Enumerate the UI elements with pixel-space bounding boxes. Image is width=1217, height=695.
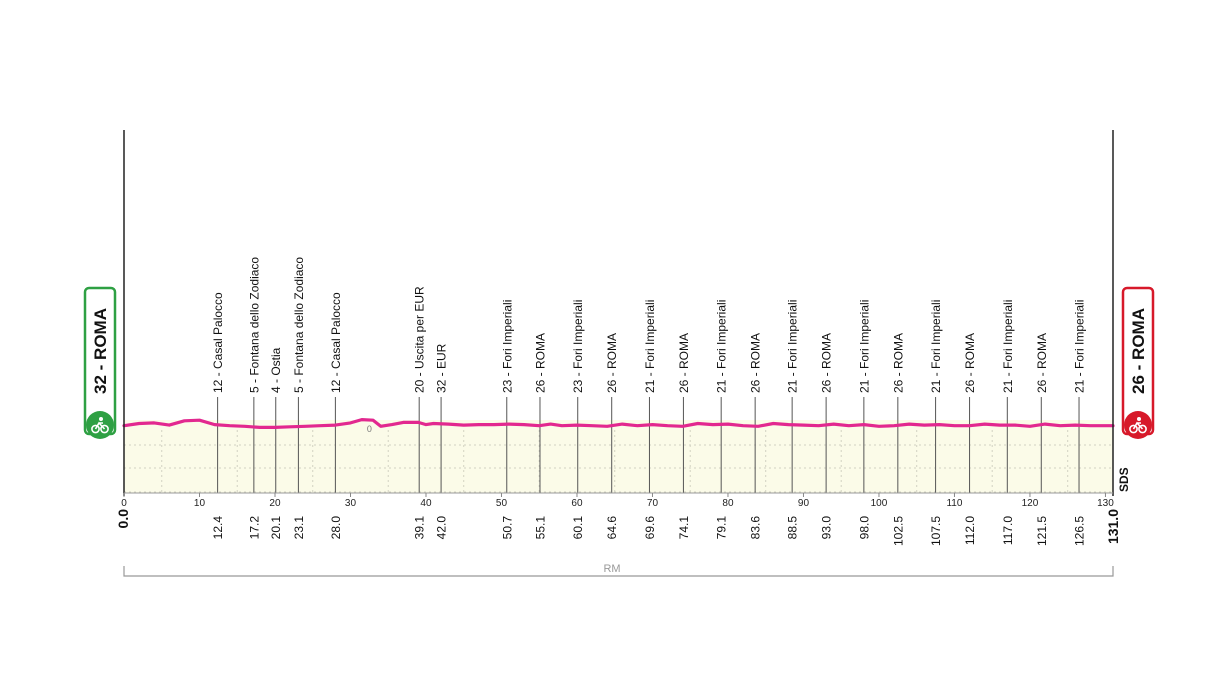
- waypoint-km-label: 98.0: [857, 516, 871, 540]
- waypoint-label: 5 - Fontana dello Zodiaco: [292, 257, 306, 393]
- x-tick-label: 50: [496, 498, 508, 509]
- region-bracket: [123, 566, 1114, 577]
- waypoint-km-label: 117.0: [1001, 516, 1015, 545]
- plot-fill: [124, 420, 1113, 493]
- waypoint-km-label: 23.1: [292, 516, 306, 540]
- waypoint-label: 26 - ROMA: [963, 333, 977, 393]
- x-tick-label: 130: [1097, 498, 1114, 509]
- x-tick-label: 0: [121, 498, 127, 509]
- waypoint-label: 26 - ROMA: [1035, 333, 1049, 393]
- waypoint-label: 26 - ROMA: [891, 333, 905, 393]
- waypoint-label: 21 - Fori Imperiali: [786, 300, 800, 393]
- km-markers: 12.4 17.2 20.1 23.1 28.0 39.1 42.0 50.7 55.1 60.1…: [211, 516, 1086, 546]
- waypoint-label: 21 - Fori Imperiali: [643, 300, 657, 393]
- elevation-profile-line: [122, 418, 1115, 429]
- x-tick-label: 80: [722, 498, 734, 509]
- start-km-label: 0.0: [115, 509, 131, 529]
- waypoint-km-label: 64.6: [605, 516, 619, 540]
- waypoint-label: 12 - Casal Palocco: [211, 292, 225, 393]
- waypoint-label: 21 - Fori Imperiali: [1001, 300, 1015, 393]
- spot-label: 0: [367, 424, 372, 434]
- waypoint-km-label: 107.5: [929, 516, 943, 546]
- waypoint-km-label: 74.1: [677, 516, 691, 540]
- waypoint-label: 12 - Casal Palocco: [329, 292, 343, 393]
- waypoint-km-label: 20.1: [269, 516, 283, 540]
- waypoint-km-label: 60.1: [571, 516, 585, 540]
- waypoint-km-label: 88.5: [786, 516, 800, 540]
- waypoint-km-label: 83.6: [749, 516, 763, 540]
- waypoint-labels: 12 - Casal Palocco 5 - Fontana dello Zodi…: [211, 257, 1086, 393]
- x-tick-label: 100: [871, 498, 888, 509]
- waypoint-label: 5 - Fontana dello Zodiaco: [247, 257, 261, 393]
- waypoint-km-label: 28.0: [329, 516, 343, 540]
- start-badge-label: 32 - ROMA: [91, 308, 110, 394]
- waypoint-km-label: 102.5: [891, 516, 905, 546]
- finish-badge-label: 26 - ROMA: [1129, 308, 1148, 394]
- waypoint-label: 26 - ROMA: [677, 333, 691, 393]
- plot-area: [124, 420, 1113, 493]
- waypoint-label: 23 - Fori Imperiali: [500, 300, 514, 393]
- grid-lines: [124, 430, 1113, 493]
- x-tick-label: 30: [345, 498, 357, 509]
- waypoint-label: 20 - Uscita per EUR: [413, 286, 427, 393]
- region-label-bg: [598, 560, 626, 574]
- waypoint-label: 26 - ROMA: [820, 333, 834, 393]
- waypoint-km-label: 12.4: [211, 516, 225, 540]
- x-tick-label: 20: [269, 498, 281, 509]
- waypoint-markers: [217, 397, 1080, 493]
- x-tick-label: 120: [1022, 498, 1039, 509]
- finish-badge: 26 - ROMA: [1121, 286, 1155, 439]
- waypoint-label: 26 - ROMA: [533, 333, 547, 393]
- waypoint-label: 21 - Fori Imperiali: [857, 300, 871, 393]
- waypoint-km-label: 79.1: [715, 516, 729, 540]
- waypoint-km-label: 121.5: [1035, 516, 1049, 546]
- waypoint-km-label: 55.1: [533, 516, 547, 540]
- waypoint-label: 4 - Ostia: [269, 347, 283, 393]
- x-axis-ticks: 0 10 20 30 40 50 60 70 80 90 100 110 120 130: [121, 493, 1114, 509]
- x-tick-label: 60: [571, 498, 583, 509]
- waypoint-label: 21 - Fori Imperiali: [715, 300, 729, 393]
- waypoint-km-label: 50.7: [500, 516, 514, 540]
- waypoint-km-label: 126.5: [1073, 516, 1087, 546]
- x-tick-label: 110: [946, 498, 962, 509]
- x-tick-label: 90: [798, 498, 810, 509]
- waypoint-label: 26 - ROMA: [605, 333, 619, 393]
- waypoint-km-label: 42.0: [435, 516, 449, 540]
- start-badge: 32 - ROMA: [83, 286, 117, 439]
- waypoint-label: 26 - ROMA: [749, 333, 763, 393]
- x-tick-label: 10: [194, 498, 206, 509]
- region-label: RM: [603, 563, 620, 575]
- waypoint-km-label: 112.0: [963, 516, 977, 545]
- waypoint-label: 21 - Fori Imperiali: [1073, 300, 1087, 393]
- x-tick-label: 70: [647, 498, 659, 509]
- waypoint-label: 32 - EUR: [435, 343, 449, 393]
- x-tick-label: 40: [420, 498, 432, 509]
- waypoint-label: 21 - Fori Imperiali: [929, 300, 943, 393]
- finish-km-label: 131.0: [1105, 509, 1121, 544]
- waypoint-km-label: 69.6: [643, 516, 657, 540]
- waypoint-km-label: 39.1: [413, 516, 427, 540]
- waypoint-km-label: 93.0: [820, 516, 834, 540]
- brand-label: SDS: [1117, 467, 1131, 492]
- waypoint-km-label: 17.2: [247, 516, 261, 540]
- waypoint-label: 23 - Fori Imperiali: [571, 300, 585, 393]
